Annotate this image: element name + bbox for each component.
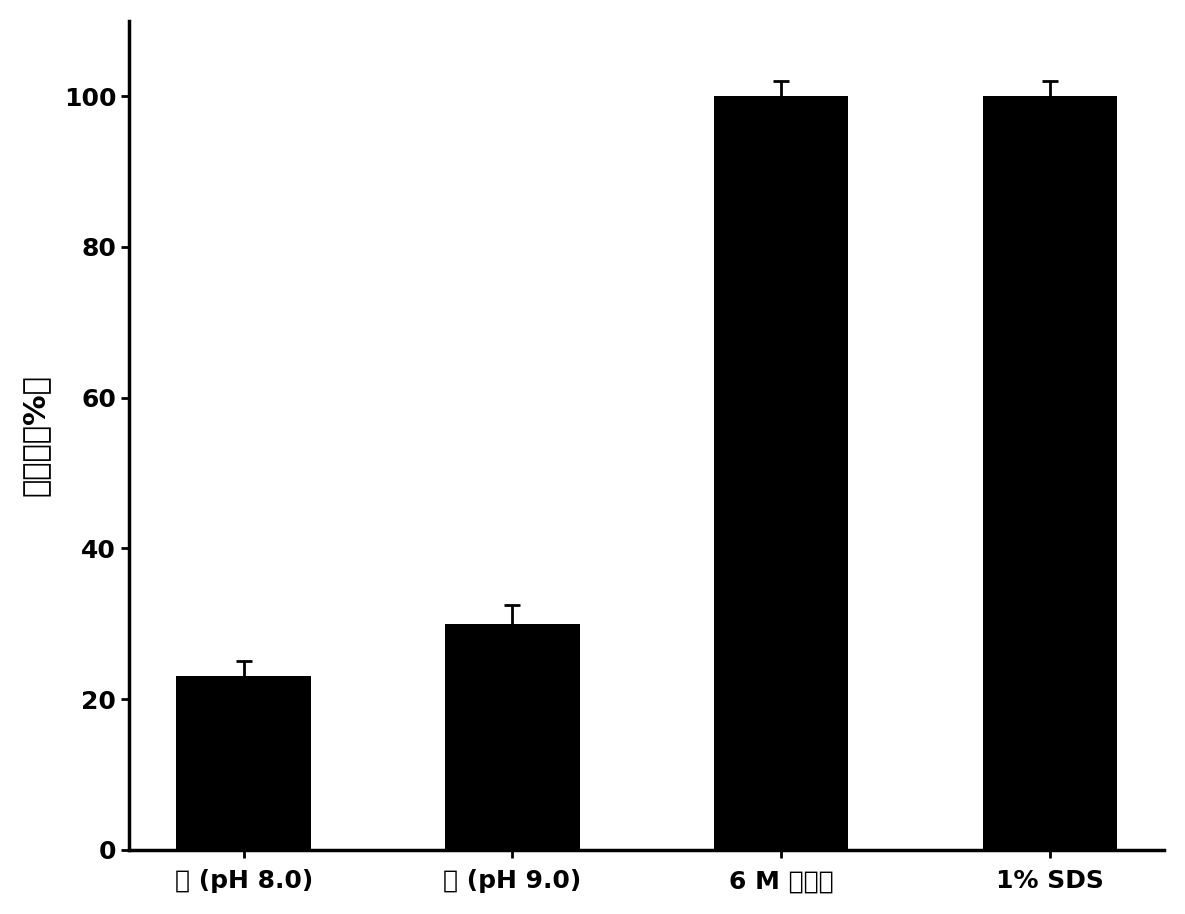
Bar <box>446 623 579 850</box>
Bar <box>177 676 310 850</box>
Y-axis label: 溶解度（%）: 溶解度（%） <box>21 375 50 496</box>
Bar <box>715 96 848 850</box>
Bar <box>982 96 1117 850</box>
